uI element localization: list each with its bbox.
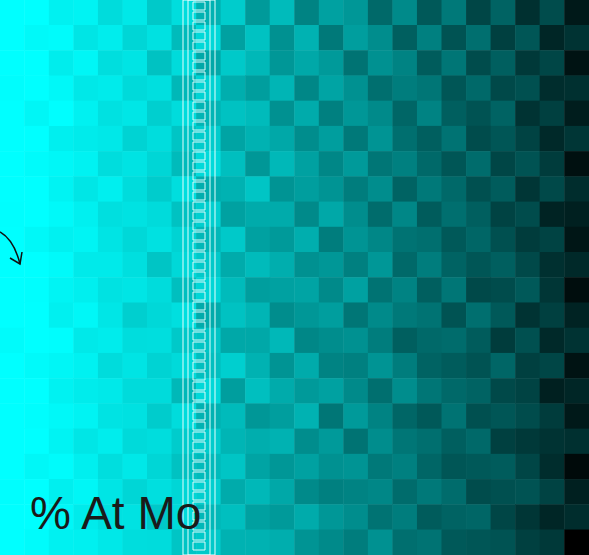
svg-text:% At Mo: % At Mo	[30, 487, 201, 539]
